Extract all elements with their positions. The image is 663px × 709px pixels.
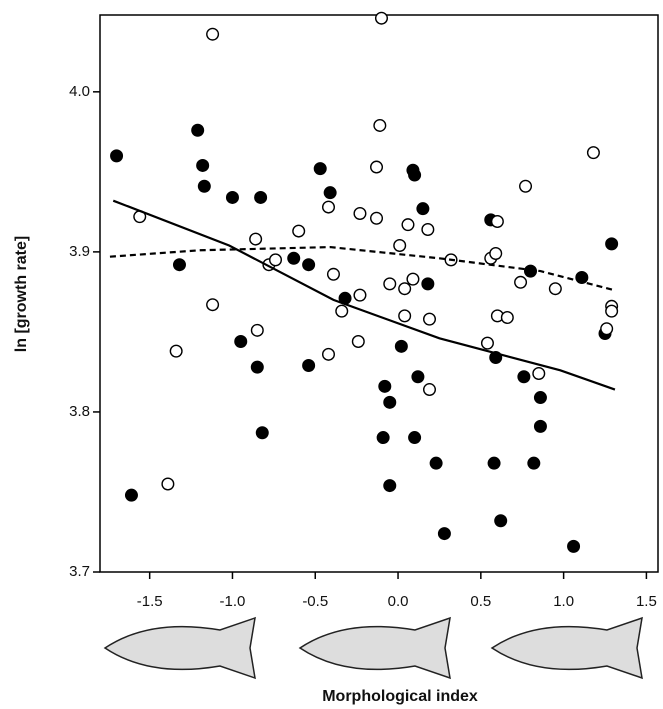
plot-frame bbox=[99, 14, 659, 573]
fit-line bbox=[112, 199, 616, 391]
point bbox=[292, 224, 306, 238]
x-tick-label: -1.5 bbox=[137, 593, 163, 610]
point bbox=[124, 488, 138, 502]
point bbox=[378, 379, 392, 393]
point bbox=[287, 251, 301, 265]
point bbox=[269, 253, 283, 267]
point bbox=[490, 214, 504, 228]
point bbox=[408, 431, 422, 445]
point bbox=[533, 419, 547, 433]
point bbox=[423, 312, 437, 326]
point bbox=[480, 336, 494, 350]
point bbox=[383, 277, 397, 291]
fit-line bbox=[109, 245, 616, 292]
point bbox=[196, 158, 210, 172]
point bbox=[527, 456, 541, 470]
point bbox=[351, 335, 365, 349]
point bbox=[255, 426, 269, 440]
point bbox=[254, 190, 268, 204]
point bbox=[401, 218, 415, 232]
point bbox=[406, 272, 420, 286]
point bbox=[353, 206, 367, 220]
point bbox=[374, 11, 388, 25]
y-tick-label: 3.8 bbox=[69, 403, 90, 420]
point bbox=[394, 339, 408, 353]
point bbox=[335, 304, 349, 318]
point bbox=[421, 222, 435, 236]
point bbox=[250, 360, 264, 374]
point bbox=[519, 179, 533, 193]
point bbox=[517, 370, 531, 384]
point bbox=[500, 311, 514, 325]
point bbox=[532, 367, 546, 381]
x-tick-label: -0.5 bbox=[302, 593, 328, 610]
point bbox=[411, 370, 425, 384]
point bbox=[393, 238, 407, 252]
point bbox=[161, 477, 175, 491]
x-tick-label: 0.0 bbox=[388, 593, 409, 610]
point bbox=[234, 335, 248, 349]
point bbox=[487, 456, 501, 470]
point bbox=[437, 527, 451, 541]
point bbox=[383, 395, 397, 409]
point bbox=[370, 211, 384, 225]
point bbox=[398, 282, 412, 296]
point bbox=[605, 237, 619, 251]
point bbox=[373, 118, 387, 132]
x-axis-title: Morphological index bbox=[322, 688, 478, 705]
y-tick-label: 3.9 bbox=[69, 243, 90, 260]
x-tick-label: 0.5 bbox=[470, 593, 491, 610]
point bbox=[605, 304, 619, 318]
point bbox=[323, 186, 337, 200]
x-tick-label: 1.0 bbox=[553, 593, 574, 610]
y-tick-label: 4.0 bbox=[69, 83, 90, 100]
point bbox=[250, 323, 264, 337]
point bbox=[302, 258, 316, 272]
point bbox=[408, 168, 422, 182]
x-tick-label: 1.5 bbox=[636, 593, 657, 610]
point bbox=[494, 514, 508, 528]
point bbox=[586, 146, 600, 160]
point bbox=[421, 277, 435, 291]
point bbox=[429, 456, 443, 470]
y-axis-title: ln [growth rate] bbox=[13, 236, 30, 352]
point bbox=[206, 298, 220, 312]
point bbox=[249, 232, 263, 246]
point bbox=[197, 179, 211, 193]
point bbox=[376, 431, 390, 445]
fish bbox=[490, 616, 643, 680]
fish-illustrations bbox=[103, 616, 643, 680]
point bbox=[206, 27, 220, 41]
point bbox=[321, 200, 335, 214]
point bbox=[548, 282, 562, 296]
point bbox=[353, 288, 367, 302]
point bbox=[302, 359, 316, 373]
point bbox=[416, 202, 430, 216]
point bbox=[169, 344, 183, 358]
fish bbox=[298, 616, 451, 680]
point bbox=[110, 149, 124, 163]
point bbox=[524, 264, 538, 278]
y-tick-label: 3.7 bbox=[69, 563, 90, 580]
point bbox=[326, 267, 340, 281]
point bbox=[533, 391, 547, 405]
point bbox=[172, 258, 186, 272]
point bbox=[567, 539, 581, 553]
point bbox=[489, 246, 503, 260]
point bbox=[514, 275, 528, 289]
x-tick-label: -1.0 bbox=[220, 593, 246, 610]
point bbox=[313, 162, 327, 176]
point bbox=[191, 123, 205, 137]
fish bbox=[103, 616, 256, 680]
point bbox=[423, 383, 437, 397]
point bbox=[370, 160, 384, 174]
point bbox=[321, 347, 335, 361]
point bbox=[398, 309, 412, 323]
point bbox=[600, 322, 614, 336]
point bbox=[383, 479, 397, 493]
point bbox=[225, 190, 239, 204]
